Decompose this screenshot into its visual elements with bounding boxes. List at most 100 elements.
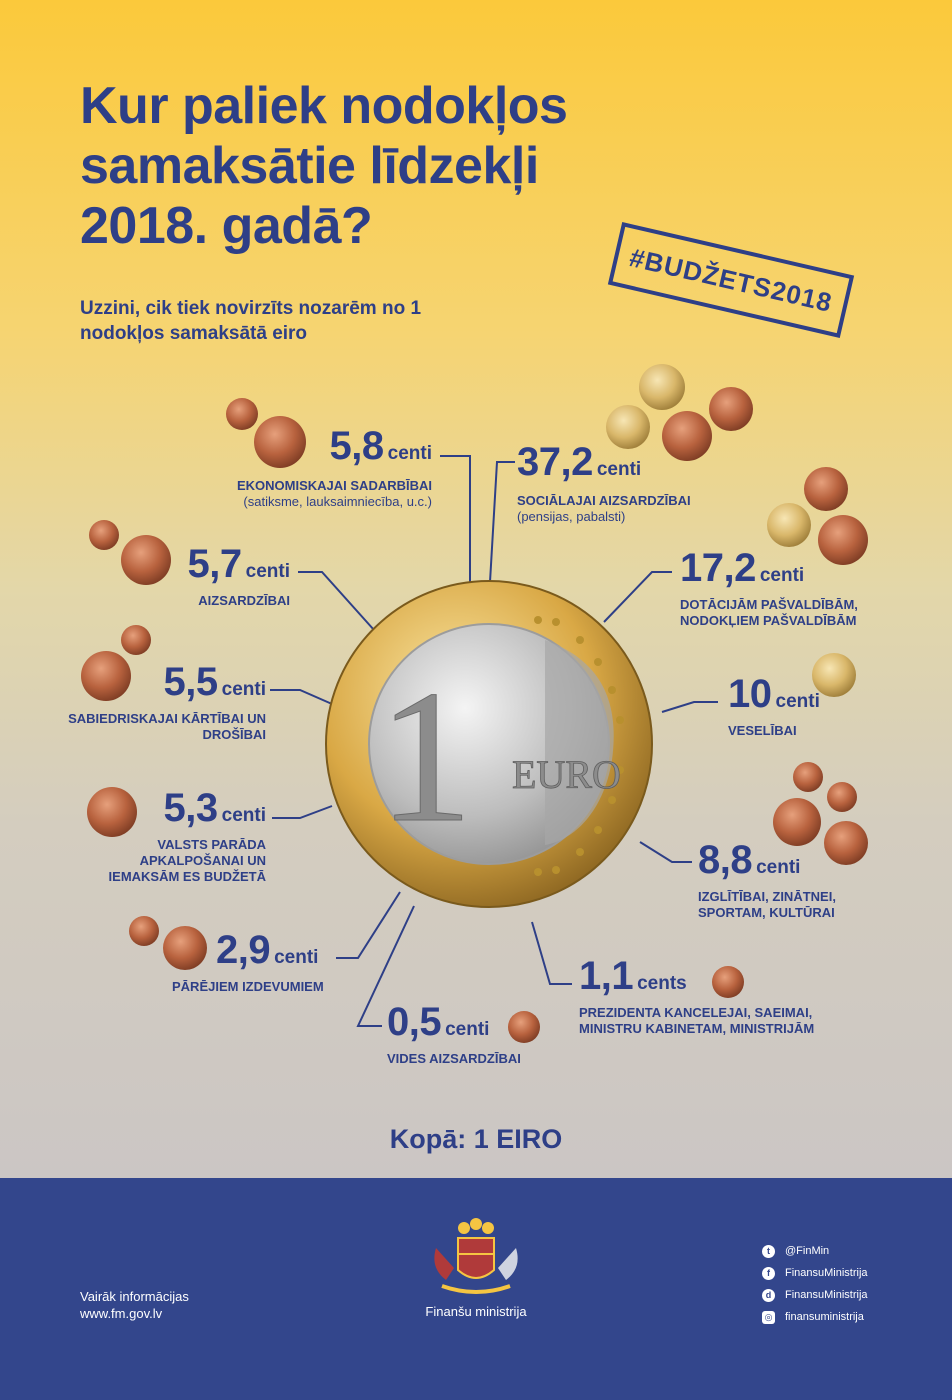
social-draugiem[interactable]: d FinansuMinistrija (762, 1284, 868, 1306)
total-label: Kopā: 1 EIRO (389, 1124, 563, 1154)
social-links: t @FinMin f FinansuMinistrija d FinansuMini… (762, 1240, 868, 1328)
amount-unit: centi (274, 947, 319, 968)
gold-coin-icon (767, 503, 811, 547)
amount-unit: centi (756, 857, 801, 878)
amount-value: 17,2 (680, 546, 756, 590)
page-title: Kur paliek nodokļos samaksātie līdzekļi … (80, 77, 568, 255)
amount-unit: centi (221, 805, 266, 826)
leader-line-social (489, 461, 515, 583)
item-label: AIZSARDZĪBAI (198, 593, 290, 608)
copper-coin-icon (121, 535, 171, 585)
copper-coin-icon (712, 966, 744, 998)
copper-coin-icon (818, 515, 868, 565)
coins-other (129, 916, 207, 970)
social-facebook[interactable]: f FinansuMinistrija (762, 1262, 868, 1284)
leader-line-economy (440, 455, 471, 582)
amount-value: 37,2 (517, 440, 593, 484)
leader-line-municipal (603, 571, 672, 623)
leader-line-debt (272, 805, 333, 819)
leader-line-education (639, 841, 692, 863)
copper-coin-icon (804, 467, 848, 511)
amount-value: 5,8 (329, 424, 385, 468)
draugiem-icon: d (762, 1288, 775, 1302)
copper-coin-icon (508, 1011, 540, 1043)
copper-coin-icon (827, 782, 857, 812)
amount-unit: centi (245, 561, 290, 582)
copper-coin-icon (163, 926, 207, 970)
amount-value: 0,5 (387, 1000, 442, 1044)
item-debt: 5,3 centi VALSTS PARĀDA APKALPOŠANAI UN I… (106, 786, 266, 885)
footer: Vairāk informācijas www.fm.gov.lv Finanš… (0, 1178, 952, 1400)
coins-president (712, 966, 744, 998)
copper-coin-icon (89, 520, 119, 550)
euro-coin-icon (325, 580, 653, 908)
copper-coin-icon (793, 762, 823, 792)
item-other: 2,9 centi PĀRĒJIEM IZDEVUMIEM (172, 928, 324, 995)
social-instagram[interactable]: ◎ finansuministrija (762, 1306, 868, 1328)
leader-line-defence (298, 571, 375, 631)
amount-unit: centi (387, 443, 432, 464)
item-environment: 0,5 centi VIDES AIZSARDZĪBAI (387, 1000, 521, 1067)
item-order: 5,5 centi SABIEDRISKAJAI KĀRTĪBAI UN DROŠ… (66, 660, 266, 743)
leader-lines (270, 455, 718, 1027)
item-president: 1,1 cents PREZIDENTA KANCELEJAI, SAEIMAI,… (579, 954, 849, 1037)
copper-coin-icon (81, 651, 131, 701)
gold-coin-icon (639, 364, 685, 410)
coins-environment (508, 1011, 540, 1043)
item-label: PREZIDENTA KANCELEJAI, SAEIMAI, MINISTRU… (579, 1005, 815, 1036)
item-label: VESELĪBAI (728, 723, 797, 738)
coins-social (606, 364, 753, 461)
gold-coin-icon (606, 405, 650, 449)
item-health: 10 centi VESELĪBAI (728, 672, 820, 739)
coins-economy (226, 398, 306, 468)
copper-coin-icon (87, 787, 137, 837)
copper-coin-icon (824, 821, 868, 865)
coins-defence (89, 520, 171, 585)
item-economy: 5,8 centi (330, 424, 432, 469)
amount-unit: centi (775, 691, 820, 712)
euro-coin-currency: EURO (512, 752, 621, 797)
copper-coin-icon (709, 387, 753, 431)
amount-value: 10 (728, 672, 772, 716)
copper-coin-icon (226, 398, 258, 430)
social-handle: finansuministrija (785, 1311, 864, 1323)
item-label: PĀRĒJIEM IZDEVUMIEM (172, 979, 324, 994)
item-municipal: 17,2 centi DOTĀCIJĀM PAŠVALDĪBĀM, NODOKĻI… (680, 546, 900, 629)
twitter-icon: t (762, 1244, 775, 1258)
item-note: (satiksme, lauksaimniecība, u.c.) (243, 494, 432, 509)
leader-line-health (661, 701, 718, 713)
ministry-name: Finanšu ministrija (425, 1304, 527, 1319)
euro-coin-denomination: 1 (378, 652, 473, 862)
item-label: DOTĀCIJĀM PAŠVALDĪBĀM, NODOKĻIEM PAŠVALD… (680, 597, 858, 628)
coins-municipal (767, 467, 868, 565)
social-twitter[interactable]: t @FinMin (762, 1240, 868, 1262)
more-info-label: Vairāk informācijas (80, 1289, 189, 1304)
item-label: VIDES AIZSARDZĪBAI (387, 1051, 521, 1066)
copper-coin-icon (121, 625, 151, 655)
amount-value: 2,9 (216, 928, 271, 972)
page-subtitle: Uzzini, cik tiek novirzīts nozarēm no 1 … (80, 298, 422, 344)
coins-education (773, 762, 868, 865)
item-label: SABIEDRISKAJAI KĀRTĪBAI UN DROŠĪBAI (68, 711, 266, 742)
amount-value: 5,5 (163, 660, 219, 704)
copper-coin-icon (254, 416, 306, 468)
copper-coin-icon (662, 411, 712, 461)
item-label: EKONOMISKAJAI SADARBĪBAI (236, 478, 432, 493)
gold-coin-icon (812, 653, 856, 697)
website-link[interactable]: www.fm.gov.lv (80, 1306, 163, 1321)
facebook-icon: f (762, 1266, 775, 1280)
item-social: 37,2 centi SOCIĀLAJAI AIZSARDZĪBAI (pensi… (517, 440, 691, 525)
amount-unit: cents (637, 973, 687, 994)
social-handle: @FinMin (785, 1245, 830, 1257)
item-defence: 5,7 centi AIZSARDZĪBAI (188, 542, 290, 609)
coat-of-arms-icon (434, 1218, 518, 1294)
instagram-icon: ◎ (762, 1310, 775, 1324)
amount-value: 8,8 (698, 838, 753, 882)
illustration-layer: 1 EURO (81, 364, 868, 1043)
social-handle: FinansuMinistrija (785, 1289, 868, 1301)
amount-unit: centi (221, 679, 266, 700)
amount-unit: centi (596, 459, 642, 480)
amount-unit: centi (445, 1019, 490, 1040)
leader-line-environment (356, 905, 415, 1027)
leader-line-president (531, 921, 572, 985)
